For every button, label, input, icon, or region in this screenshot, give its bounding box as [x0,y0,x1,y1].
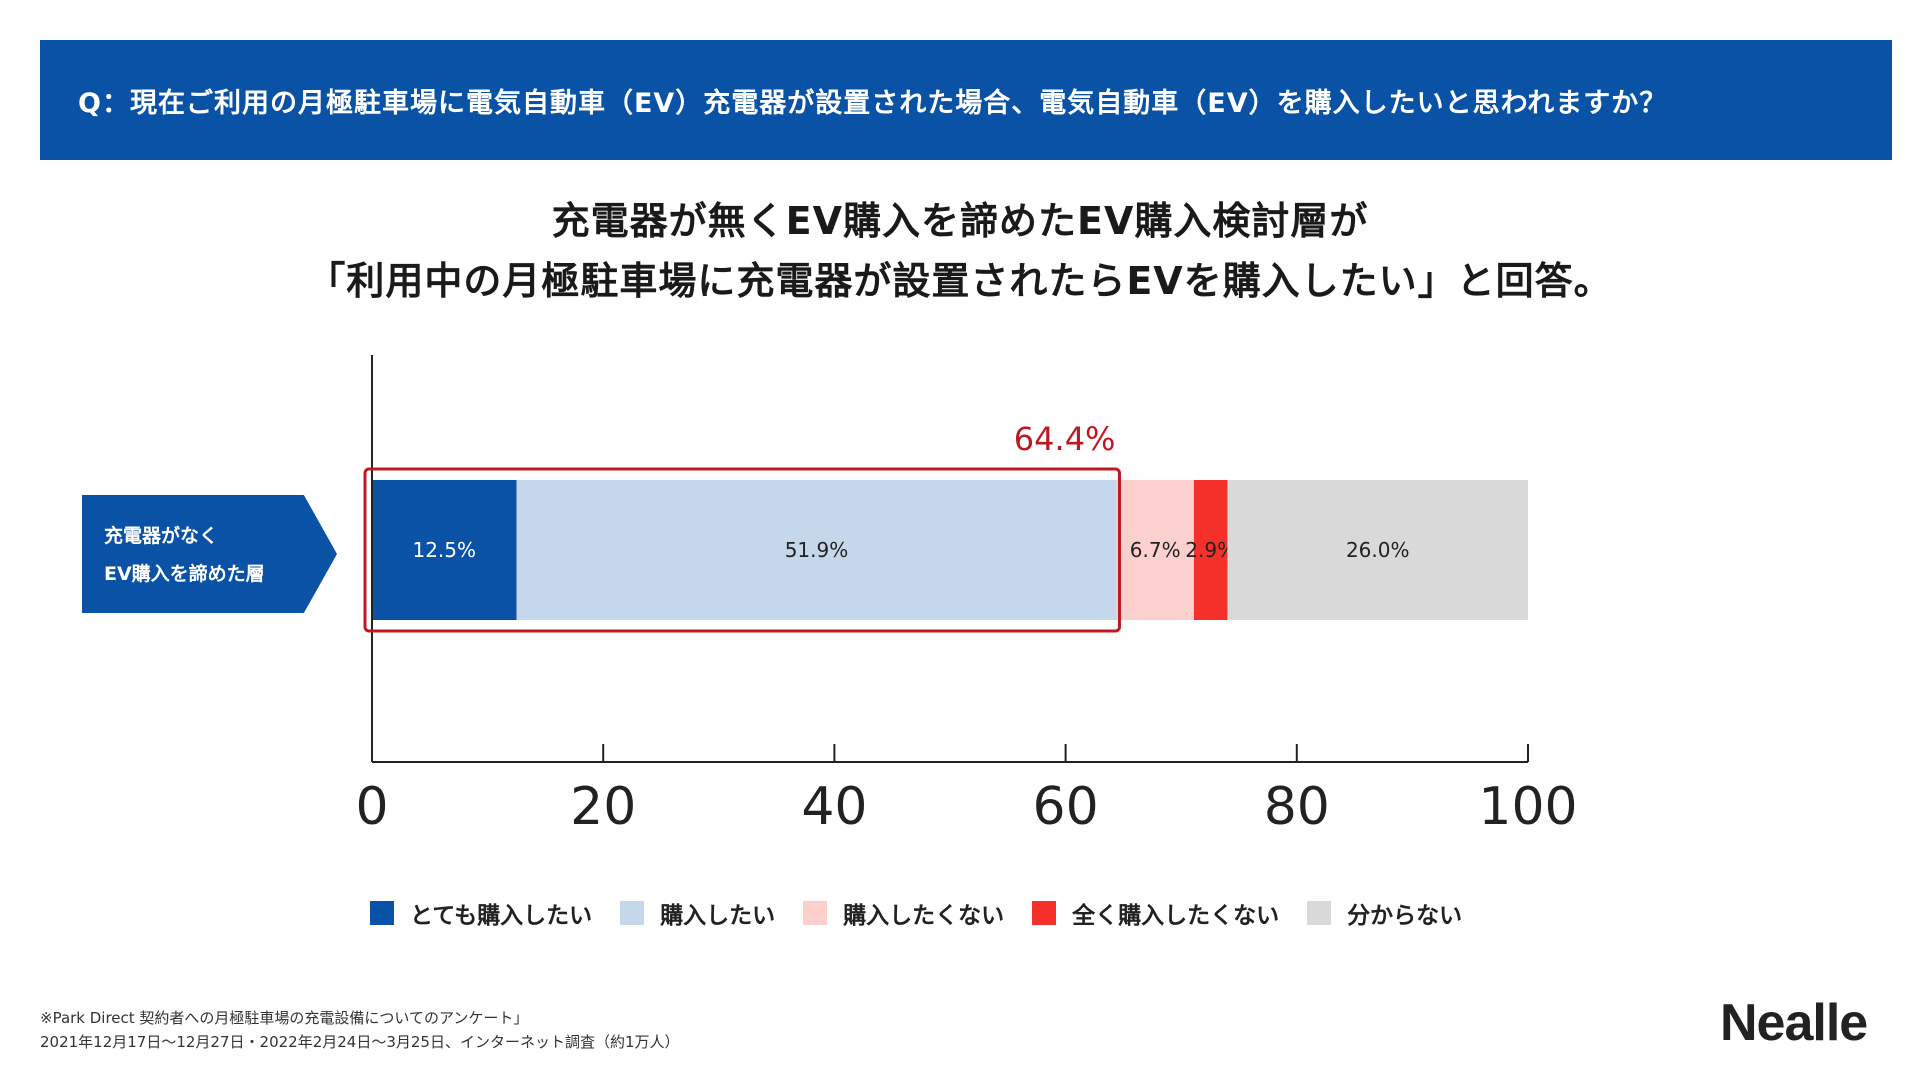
legend-label-3: 購入したくない [843,903,1005,929]
legend-swatch-4 [1032,901,1057,925]
legend-item-1: とても購入したい [370,896,592,930]
bar-segment-4 [1193,480,1228,620]
headline-line-2: 「利用中の月極駐車場に充電器が設置されたらEVを購入したい」と回答。 [307,259,1613,303]
question-text: Q：現在ご利用の月極駐車場に電気自動車（EV）充電器が設置された場合、電気自動車… [78,87,1668,119]
x-tick-label-0: 0 [355,777,388,837]
x-tick-label-20: 20 [570,777,636,837]
legend-label-1: とても購入したい [410,903,593,929]
highlight-percentage-label: 64.4% [1014,420,1116,458]
x-tick-label-100: 100 [1478,777,1577,837]
legend-item-4: 全く購入したくない [1032,896,1279,930]
x-tick-label-60: 60 [1033,777,1099,837]
source-line-2: 2021年12月17日〜12月27日・2022年2月24日〜3月25日、インター… [40,1033,680,1051]
survey-source: ※Park Direct 契約者への月極駐車場の充電設備についてのアンケート」 … [40,1006,680,1054]
bar-segment-1 [372,480,517,620]
chart-legend: とても購入したい 購入したい 購入したくない 全く購入したくない 分からない [370,896,1490,930]
data-label-2: 51.9% [785,538,849,562]
bar-segment-3 [1116,480,1194,620]
data-label-5: 26.0% [1346,538,1410,562]
legend-swatch-5 [1307,901,1332,925]
headline-line-1: 充電器が無くEV購入を諦めたEV購入検討層が [551,199,1369,243]
row-label-tag: 充電器がなく EV購入を諦めた層 [82,495,337,613]
question-banner: Q：現在ご利用の月極駐車場に電気自動車（EV）充電器が設置された場合、電気自動車… [40,40,1892,160]
legend-label-2: 購入したい [660,903,776,929]
bar-segment-5 [1227,480,1528,620]
legend-item-3: 購入したくない [803,896,1004,930]
source-line-1: ※Park Direct 契約者への月極駐車場の充電設備についてのアンケート」 [40,1009,529,1027]
legend-swatch-1 [370,901,394,925]
bar-segment-2 [516,480,1117,620]
highlight-box [363,467,1121,633]
data-label-1: 12.5% [412,538,476,562]
legend-item-2: 購入したい [620,896,775,930]
row-label-line-2: EV購入を諦めた層 [104,563,265,585]
x-tick-label-80: 80 [1264,777,1330,837]
nealle-logo: Nealle [1720,994,1868,1052]
legend-label-5: 分からない [1347,903,1463,929]
data-label-3: 6.7% [1130,538,1181,562]
legend-item-5: 分からない [1307,896,1462,930]
legend-label-4: 全く購入したくない [1072,903,1280,929]
row-label-line-1: 充電器がなく [104,525,219,547]
legend-swatch-3 [803,901,828,925]
legend-swatch-2 [620,901,645,925]
x-tick-label-40: 40 [801,777,867,837]
